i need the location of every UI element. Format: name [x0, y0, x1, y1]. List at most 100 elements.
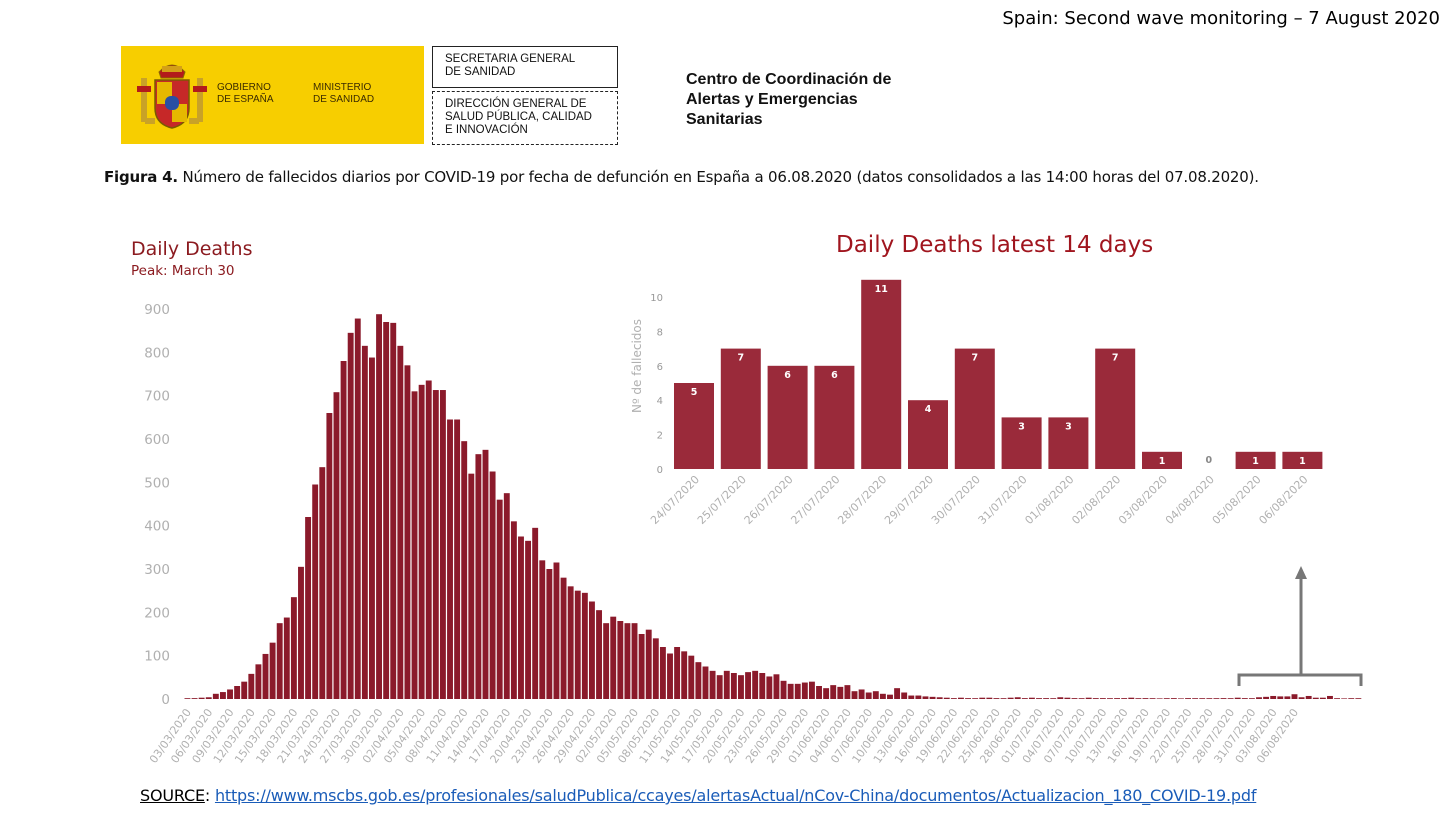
main-bar	[887, 694, 893, 699]
inset-x-tick-label: 25/07/2020	[695, 473, 749, 527]
inset-x-tick-label: 27/07/2020	[788, 473, 842, 527]
main-bar	[645, 629, 652, 699]
inset-data-label: 4	[925, 404, 932, 415]
main-bar	[1149, 698, 1156, 699]
inset-bar	[674, 383, 714, 469]
direccion-text: DIRECCIÓN GENERAL DE SALUD PÚBLICA, CALI…	[445, 98, 592, 136]
main-bar	[596, 610, 602, 699]
slide-title: Spain: Second wave monitoring – 7 August…	[1002, 8, 1440, 29]
main-bar	[801, 682, 808, 699]
main-bar	[319, 467, 326, 699]
main-bar	[659, 647, 666, 699]
main-bar	[986, 697, 993, 699]
main-bar	[972, 698, 979, 699]
main-bar	[943, 697, 950, 699]
main-y-tick-label: 800	[144, 345, 170, 361]
inset-x-tick-label: 04/08/2020	[1163, 473, 1217, 527]
inset-y-tick-label: 6	[657, 362, 663, 373]
main-bar	[397, 345, 404, 699]
main-bar	[1319, 697, 1326, 699]
main-bar	[269, 642, 276, 699]
inset-x-tick-label: 05/08/2020	[1210, 473, 1264, 527]
main-bar	[738, 675, 744, 699]
main-bar	[1163, 698, 1170, 699]
main-bar	[404, 365, 411, 699]
main-chart-title: Daily Deaths	[131, 238, 253, 260]
main-bar	[581, 592, 588, 699]
main-bar	[475, 454, 482, 699]
main-bar	[1043, 698, 1050, 699]
inset-x-tick-label: 31/07/2020	[976, 473, 1030, 527]
main-bar	[1078, 698, 1085, 699]
inset-bar	[1048, 417, 1089, 469]
main-bar	[950, 698, 957, 699]
inset-bar	[814, 365, 855, 469]
direccion-box: DIRECCIÓN GENERAL DE SALUD PÚBLICA, CALI…	[432, 91, 618, 145]
main-bar	[879, 693, 886, 699]
main-bar	[390, 322, 397, 699]
main-bar	[248, 673, 255, 699]
inset-data-label: 0	[1205, 455, 1212, 466]
main-bar	[553, 562, 560, 699]
main-y-tick-label: 900	[144, 302, 170, 318]
main-y-tick-label: 600	[144, 432, 170, 448]
main-bar	[482, 449, 489, 699]
main-bar	[361, 345, 368, 699]
inset-y-tick-label: 10	[650, 293, 663, 304]
main-bar	[1220, 698, 1227, 699]
main-bar	[567, 586, 574, 699]
main-bar	[411, 391, 418, 699]
main-bar	[255, 664, 262, 699]
main-bar	[184, 698, 191, 699]
main-bar	[638, 634, 645, 699]
main-bar	[1206, 698, 1213, 699]
main-bar	[1177, 698, 1184, 699]
main-bar	[936, 697, 943, 699]
inset-data-label: 6	[831, 370, 838, 381]
main-bar	[1085, 697, 1092, 699]
secretaria-box: SECRETARIA GENERAL DE SANIDAD	[432, 46, 618, 88]
inset-bar	[1001, 417, 1042, 469]
main-bar	[716, 675, 723, 699]
main-bar	[872, 691, 879, 699]
main-bar	[1142, 698, 1149, 699]
main-bar	[525, 540, 532, 699]
inset-x-tick-label: 03/08/2020	[1116, 473, 1170, 527]
main-bar	[518, 536, 524, 699]
main-bar	[624, 623, 631, 699]
main-bar	[1185, 698, 1191, 699]
main-bar	[958, 697, 964, 699]
main-bar	[489, 471, 496, 699]
inset-x-tick-label: 30/07/2020	[929, 473, 983, 527]
main-bar	[929, 696, 936, 699]
main-y-tick-label: 200	[144, 605, 170, 621]
inset-data-label: 3	[1018, 421, 1025, 432]
main-bar	[1036, 698, 1042, 699]
main-bar	[1028, 697, 1035, 699]
main-bar	[858, 689, 865, 699]
main-bar	[752, 670, 759, 699]
main-bar	[1284, 696, 1291, 699]
main-bar	[830, 685, 837, 699]
main-bar	[376, 314, 382, 699]
inset-bar	[1095, 348, 1136, 469]
source-link[interactable]: https://www.mscbs.gob.es/profesionales/s…	[214, 786, 1257, 805]
inset-bar	[908, 400, 948, 469]
main-bar	[1121, 698, 1128, 699]
main-bar	[1170, 698, 1177, 699]
inset-x-tick-label: 02/08/2020	[1069, 473, 1123, 527]
main-bar	[1057, 697, 1064, 699]
inset-x-tick-label: 24/07/2020	[648, 473, 702, 527]
main-bar	[574, 590, 581, 699]
main-bar	[532, 527, 539, 699]
main-bar	[588, 601, 595, 699]
inset-data-label: 5	[691, 387, 698, 398]
main-bar	[1341, 698, 1348, 699]
inset-data-label: 3	[1065, 421, 1072, 432]
main-bar	[503, 493, 510, 699]
main-bar	[1334, 698, 1341, 699]
main-bar	[305, 517, 312, 699]
main-y-tick-label: 0	[161, 692, 170, 708]
main-chart-subtitle: Peak: March 30	[131, 263, 235, 279]
main-bar	[227, 689, 233, 699]
